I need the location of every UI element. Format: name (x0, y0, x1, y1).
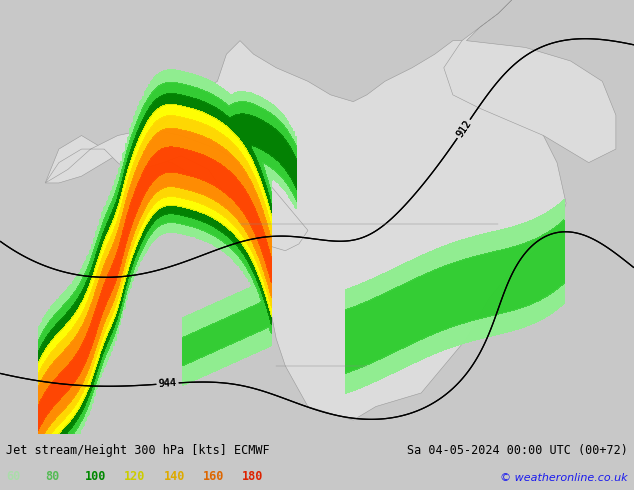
Text: 140: 140 (164, 470, 185, 483)
Text: 944: 944 (158, 378, 177, 389)
Text: 120: 120 (124, 470, 146, 483)
Text: 100: 100 (85, 470, 107, 483)
Text: 80: 80 (46, 470, 60, 483)
Polygon shape (45, 41, 566, 420)
Text: Jet stream/Height 300 hPa [kts] ECMWF: Jet stream/Height 300 hPa [kts] ECMWF (6, 444, 270, 457)
Text: © weatheronline.co.uk: © weatheronline.co.uk (500, 473, 628, 483)
Text: 60: 60 (6, 470, 20, 483)
Text: 160: 160 (203, 470, 224, 483)
Polygon shape (444, 0, 616, 163)
Text: 912: 912 (455, 119, 473, 139)
Text: Sa 04-05-2024 00:00 UTC (00+72): Sa 04-05-2024 00:00 UTC (00+72) (407, 444, 628, 457)
Text: 944: 944 (158, 378, 177, 389)
Text: 180: 180 (242, 470, 264, 483)
Polygon shape (45, 129, 308, 251)
Text: 912: 912 (455, 119, 473, 139)
